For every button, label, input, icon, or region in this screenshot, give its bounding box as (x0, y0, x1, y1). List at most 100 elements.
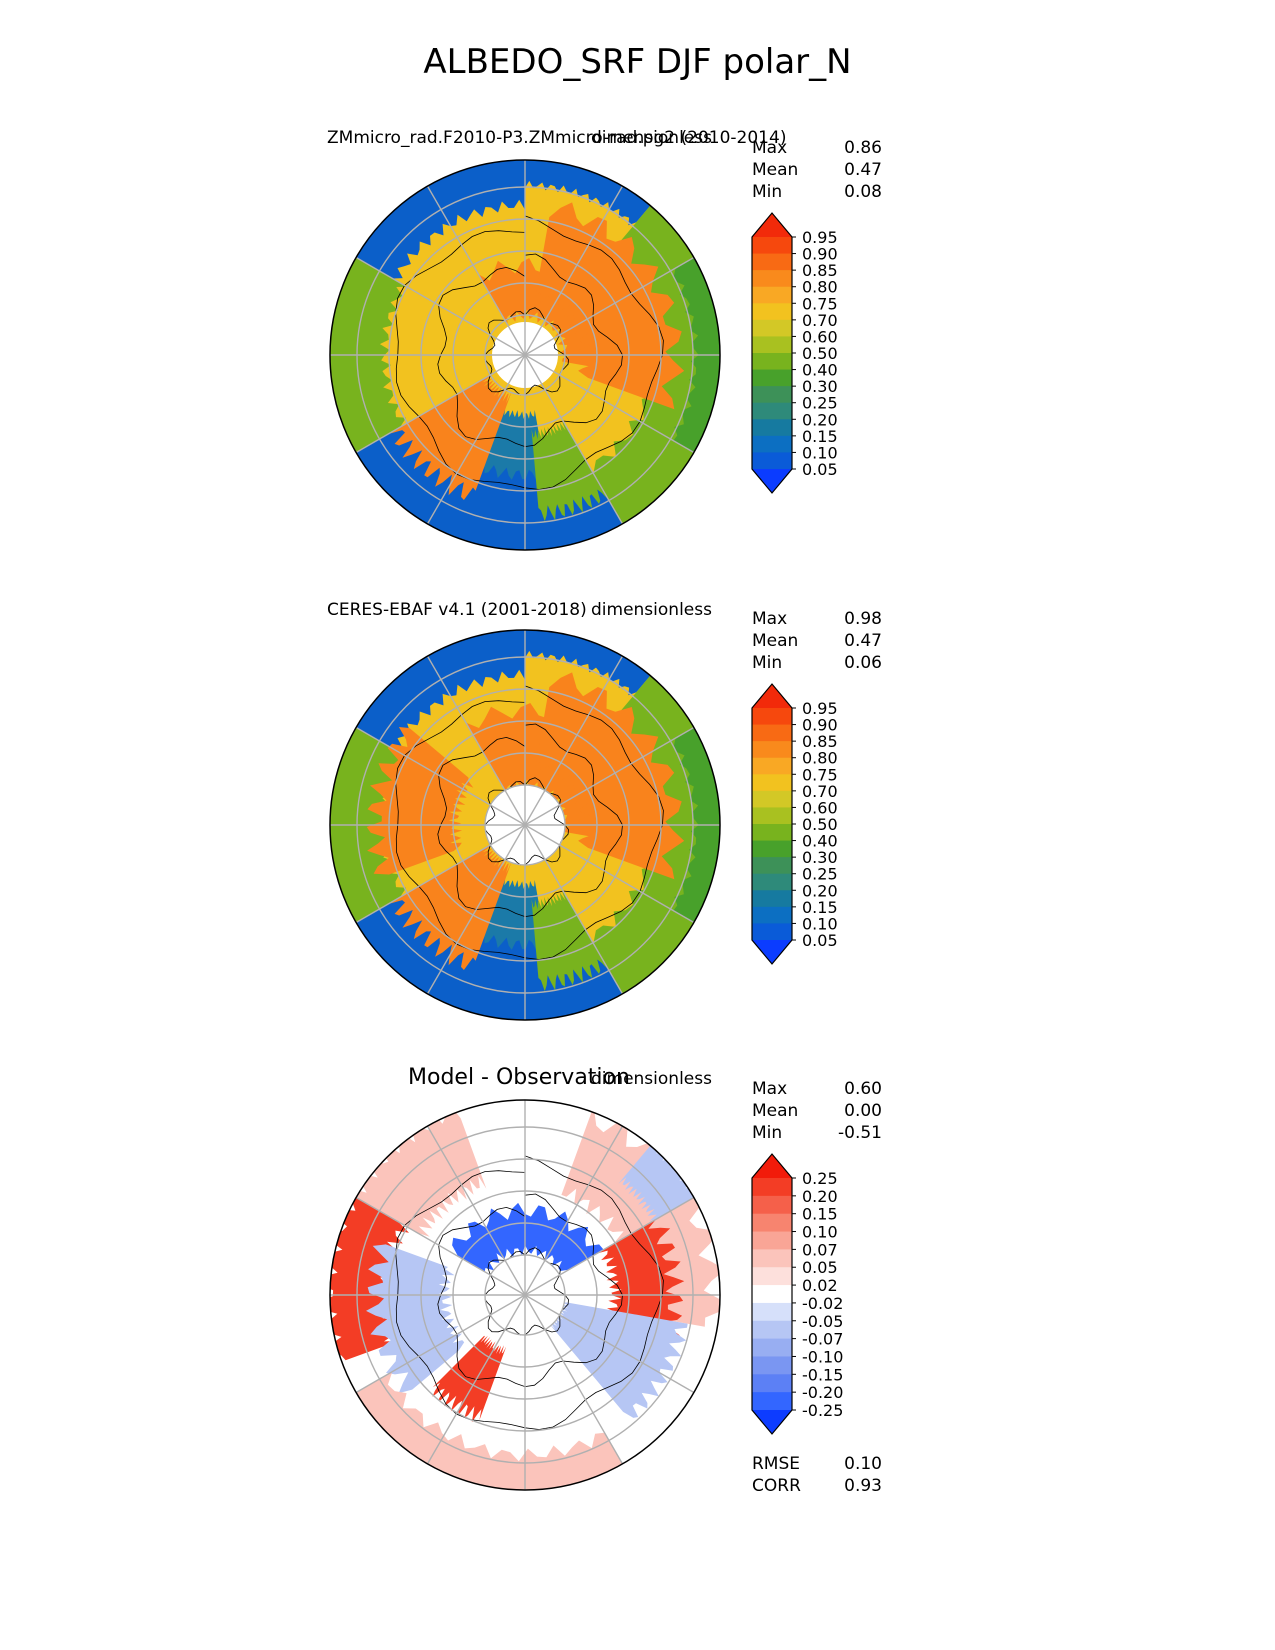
colorbar-tick-label: 0.20 (802, 881, 838, 900)
longitude-gridline (426, 354, 526, 525)
colorbar-bin (752, 1302, 792, 1322)
panel1-stats: Max 0.86 Mean 0.47 Min 0.08 (752, 137, 882, 203)
panel3-metrics: RMSE 0.10 CORR 0.93 (752, 1453, 882, 1497)
colorbar-bin (752, 237, 792, 255)
colorbar-extend-max (752, 1154, 792, 1178)
colorbar-bin (752, 857, 792, 875)
stat-label-min: Min (752, 653, 783, 673)
panel1-max: 0.86 (844, 138, 882, 158)
colorbar-tick-label: 0.15 (802, 1205, 838, 1224)
colorbar-bin (752, 369, 792, 387)
panel1-mean: 0.47 (844, 160, 882, 180)
colorbar-tick-label: 0.80 (802, 749, 838, 768)
colorbar-tick-label: 0.02 (802, 1276, 838, 1295)
colorbar-bin (752, 1267, 792, 1286)
longitude-gridline (355, 726, 526, 826)
colorbar-tick-label: 0.30 (802, 377, 838, 396)
colorbar-bin (752, 757, 792, 775)
colorbar-bin (752, 319, 792, 337)
colorbar-bin (752, 402, 792, 420)
colorbar-tick-label: 0.60 (802, 327, 838, 346)
longitude-gridline (524, 185, 624, 356)
longitude-gridline (426, 824, 526, 995)
panel2-units: dimensionless (591, 600, 712, 620)
colorbar-bin (752, 1231, 792, 1250)
colorbar-tick-label: 0.90 (802, 716, 838, 735)
land-region (531, 891, 609, 992)
longitude-gridline (355, 1196, 526, 1296)
land-region (330, 721, 407, 936)
colorbar-bin (752, 890, 792, 908)
colorbar-bin (752, 1320, 792, 1340)
panel1-title: ZMmicro_rad.F2010-P3.ZMmicro-rad.pg2 (20… (327, 128, 787, 148)
map-boundary (329, 159, 721, 551)
stat-label-max: Max (752, 1079, 788, 1099)
colorbar-tick-label: 0.25 (802, 1169, 838, 1188)
panel3-units: dimensionless (591, 1069, 712, 1089)
longitude-gridline (355, 1294, 526, 1394)
metric-label-corr: CORR (752, 1476, 801, 1496)
colorbar-bin (752, 1213, 792, 1233)
colorbar-bin (752, 774, 792, 792)
colorbar-bin (752, 724, 792, 742)
longitude-gridline (426, 1125, 526, 1296)
colorbar-tick-label: 0.50 (802, 344, 838, 363)
colorbar-bin (752, 906, 792, 924)
panel3-max: 0.60 (844, 1079, 882, 1099)
longitude-gridline (524, 1125, 624, 1296)
longitude-gridline (524, 1294, 624, 1465)
longitude-gridline (355, 354, 526, 454)
panel1-units: dimensionless (591, 128, 712, 148)
stat-label-min: Min (752, 182, 783, 202)
figure-title: ALBEDO_SRF DJF polar_N (423, 42, 852, 82)
colorbar-tick-label: 0.10 (802, 914, 838, 933)
colorbar-bin (752, 1374, 792, 1393)
colorbar-tick-label: 0.15 (802, 427, 838, 446)
colorbar-bin (752, 1285, 792, 1304)
panel2-colorbar: 0.050.100.150.200.250.300.400.500.600.70… (751, 683, 838, 965)
colorbar-tick-label: 0.50 (802, 815, 838, 834)
greenland-region (387, 844, 512, 970)
longitude-gridline (524, 726, 695, 826)
colorbar-bin (752, 741, 792, 759)
colorbar-bin (752, 1195, 792, 1215)
stat-label-min: Min (752, 1123, 783, 1143)
colorbar-bin (752, 1178, 792, 1197)
stat-label-mean: Mean (752, 160, 799, 180)
ocean-region (333, 160, 525, 279)
colorbar-bin (752, 253, 792, 271)
stat-label-max: Max (752, 609, 788, 629)
longitude-gridline (524, 1196, 695, 1296)
longitude-gridline (524, 354, 624, 525)
longitude-gridline (524, 824, 624, 995)
colorbar-extend-max (752, 684, 792, 708)
colorbar-bin (752, 790, 792, 808)
negative-diff-region (366, 1244, 465, 1394)
greenland-region (387, 374, 512, 500)
colorbar-tick-label: 0.10 (802, 1223, 838, 1242)
map-boundary (329, 629, 721, 1021)
longitude-gridline (355, 824, 526, 924)
panel3-title: Model - Observation (408, 1065, 630, 1090)
colorbar-bin (752, 303, 792, 321)
colorbar-tick-label: 0.85 (802, 732, 838, 751)
colorbar-tick-label: 0.40 (802, 832, 838, 851)
colorbar-tick-label: 0.85 (802, 261, 838, 280)
longitude-gridline (426, 655, 526, 826)
ocean-region (525, 630, 667, 696)
colorbar-tick-label: 0.10 (802, 443, 838, 462)
colorbar-bin (752, 807, 792, 825)
colorbar-bin (752, 419, 792, 437)
longitude-gridline (524, 256, 695, 356)
colorbar-tick-label: 0.90 (802, 245, 838, 264)
colorbar-tick-label: 0.20 (802, 1187, 838, 1206)
colorbar-tick-label: 0.05 (802, 1258, 838, 1277)
colorbar-tick-label: 0.80 (802, 278, 838, 297)
colorbar-bin (752, 452, 792, 470)
longitude-gridline (524, 354, 695, 454)
colorbar-tick-label: 0.75 (802, 294, 838, 313)
colorbar-tick-label: -0.02 (802, 1294, 843, 1313)
colorbar-tick-label: 0.60 (802, 798, 838, 817)
colorbar-bin (752, 286, 792, 304)
map-boundary (329, 1099, 721, 1491)
